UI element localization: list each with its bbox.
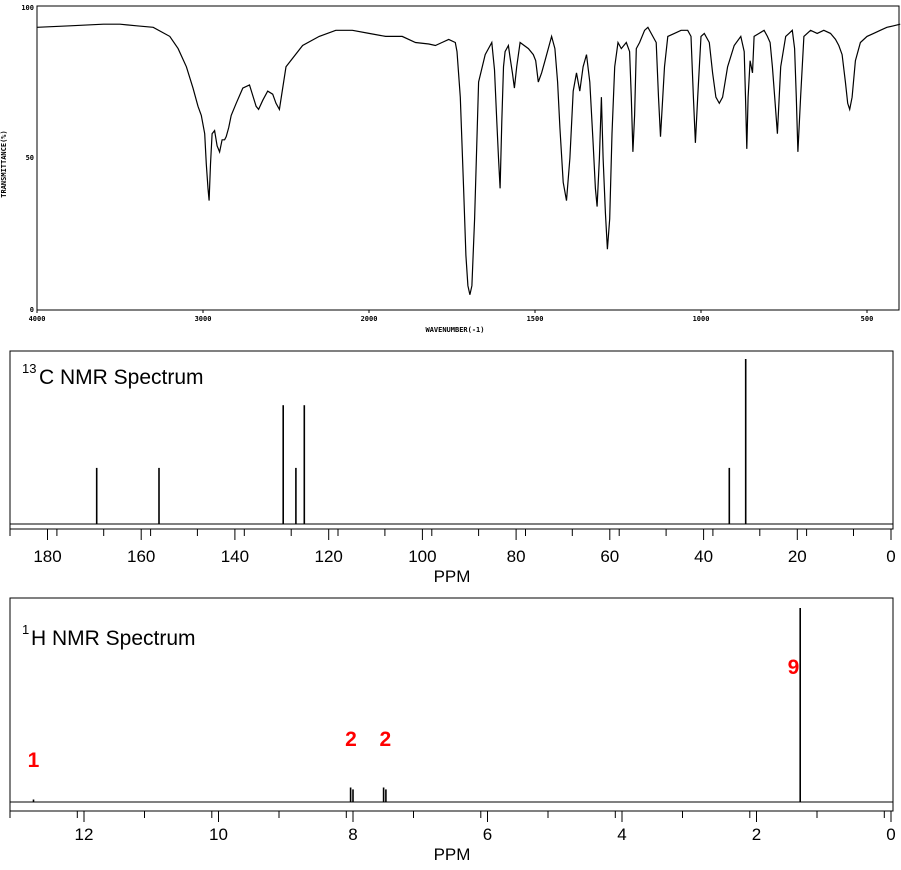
nmr-tick-label: 0 <box>886 825 895 844</box>
nmr-tick-label: 4 <box>617 825 626 844</box>
h1-title: H NMR Spectrum <box>31 627 196 650</box>
integration-label: 9 <box>788 656 800 679</box>
c13-peaks <box>95 359 747 524</box>
ir-plot-frame <box>36 5 900 311</box>
nmr-tick-label: 12 <box>75 825 94 844</box>
nmr-tick-label: 0 <box>886 547 895 566</box>
ir-y-tick-label: 100 <box>21 4 34 12</box>
c13-title: C NMR Spectrum <box>39 366 204 389</box>
nmr-tick-label: 60 <box>600 547 619 566</box>
nmr-tick-label: 2 <box>752 825 761 844</box>
ir-x-tick-label: 1500 <box>527 315 544 323</box>
integration-label: 2 <box>379 728 391 751</box>
ir-x-tick-label: 4000 <box>29 315 46 323</box>
nmr-tick-label: 8 <box>348 825 357 844</box>
ir-y-tick-label: 50 <box>26 154 34 162</box>
nmr-tick-label: 180 <box>33 547 61 566</box>
h1-integrations: 1 2 2 9 <box>28 656 800 772</box>
c13-plot-frame <box>9 350 894 530</box>
c13-nmr-spectrum: 13 C NMR Spectrum 180 160 140 120 100 80 60 40 2… <box>9 350 896 586</box>
ir-x-tick-label: 1000 <box>693 315 710 323</box>
ir-x-tick-label: 500 <box>861 315 874 323</box>
h1-peaks <box>32 608 802 802</box>
ir-transmittance-line <box>36 23 901 295</box>
h1-title-superscript: 1 <box>22 622 29 637</box>
nmr-tick-label: 6 <box>483 825 492 844</box>
ir-y-tick-label: 0 <box>30 306 34 314</box>
integration-label: 2 <box>345 728 357 751</box>
nmr-tick-label: 10 <box>209 825 228 844</box>
h1-x-axis-label: PPM <box>434 845 471 864</box>
nmr-tick-label: 140 <box>221 547 249 566</box>
nmr-tick-label: 80 <box>507 547 526 566</box>
c13-x-ticks: 180 160 140 120 100 80 60 40 20 0 <box>9 529 896 566</box>
nmr-tick-label: 160 <box>127 547 155 566</box>
ir-x-tick-label: 2000 <box>361 315 378 323</box>
h1-nmr-spectrum: 1 H NMR Spectrum 12 29 12 10 8 6 4 2 0 PPM <box>9 597 896 864</box>
h1-x-ticks: 12 10 8 6 4 2 0 <box>9 811 896 844</box>
c13-x-axis-label: PPM <box>434 567 471 586</box>
h1-plot-frame <box>9 597 894 812</box>
ir-x-axis-label: WAVENUMBER(-1) <box>425 326 484 334</box>
nmr-tick-label: 40 <box>694 547 713 566</box>
nmr-tick-label: 120 <box>315 547 343 566</box>
ir-y-axis-label: TRANSMITTANCE(%) <box>0 130 8 197</box>
nmr-tick-label: 20 <box>788 547 807 566</box>
ir-x-ticks: 4000 3000 2000 1500 1000 500 <box>29 310 874 323</box>
ir-x-tick-label: 3000 <box>195 315 212 323</box>
ir-spectrum: TRANSMITTANCE(%) WAVENUMBER(-1) 100 50 0… <box>0 4 901 334</box>
c13-title-superscript: 13 <box>22 361 36 376</box>
integration-label: 1 <box>28 749 40 772</box>
nmr-tick-label: 100 <box>408 547 436 566</box>
